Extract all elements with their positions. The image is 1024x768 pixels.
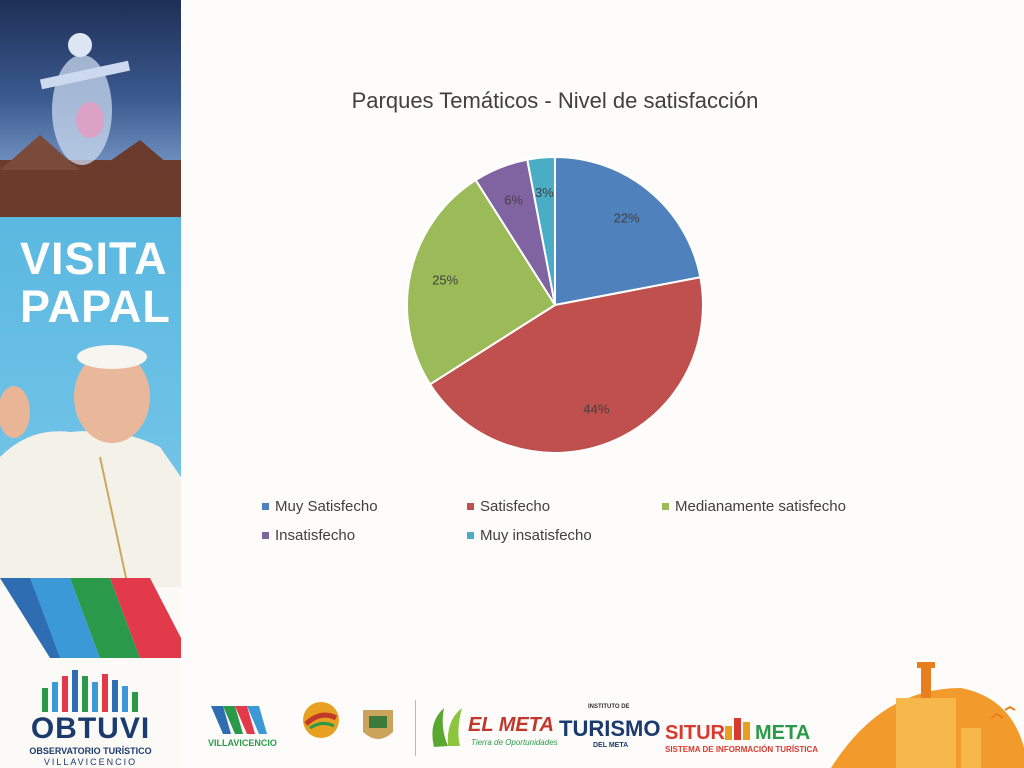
footer-divider — [415, 700, 416, 756]
el-meta-slogan: Tierra de Oportunidades — [471, 738, 558, 747]
situr-bars-icon — [725, 718, 750, 740]
villavicencio-logo-text: VILLAVICENCIO — [208, 738, 277, 748]
data-label-muy-insatisfecho: 3% — [535, 185, 554, 200]
data-label-medianamente-satisfecho: 25% — [432, 272, 458, 287]
obtuvi-name: OBTUVI — [30, 712, 151, 745]
pie-slice-medianamente-satisfecho — [406, 178, 557, 386]
legend-label: Insatisfecho — [275, 527, 356, 544]
instituto-logo — [303, 702, 339, 738]
situr-logo-text: SITUR — [665, 722, 725, 744]
pie-slice-muy-insatisfecho — [526, 155, 556, 306]
legend-label: Muy Satisfecho — [275, 498, 378, 515]
villavicencio-logo — [211, 706, 267, 734]
statue-photo — [0, 0, 181, 217]
legend-label: Muy insatisfecho — [480, 527, 592, 544]
legend-swatch — [467, 532, 474, 539]
legend-item-muy-satisfecho: Muy Satisfecho — [262, 498, 378, 515]
el-meta-emblem-icon — [432, 708, 462, 747]
obtuvi-subtitle: OBSERVATORIO TURÍSTICO — [29, 746, 152, 756]
obtuvi-city: VILLAVICENCIO — [43, 757, 138, 767]
wave-logo — [0, 578, 181, 658]
obtuvi-logo: OBTUVI OBSERVATORIO TURÍSTICO VILLAVICEN… — [0, 662, 181, 768]
data-label-satisfecho: 44% — [583, 402, 609, 417]
legend-item-insatisfecho: Insatisfecho — [262, 527, 355, 544]
el-meta-logo-text: EL META — [468, 714, 554, 736]
banner-title-line1: VISITA — [20, 233, 168, 284]
legend-swatch — [262, 503, 269, 510]
banner-title: VISITA PAPAL — [20, 235, 171, 331]
footer-logos: VILLAVICENCIO EL META Tierra de Oportuni… — [181, 662, 1024, 768]
departamento-meta-shield-icon — [363, 710, 393, 739]
legend-swatch — [662, 503, 669, 510]
sidebar: VISITA PAPAL OBTUVI OBSE — [0, 0, 181, 768]
pie-chart: 22% 44% 25% 6% 3% — [406, 155, 704, 454]
situr-meta-text: META — [755, 722, 811, 744]
chart-title: Parques Temáticos - Nivel de satisfacció… — [351, 88, 759, 113]
turismo-logo-text: TURISMO — [559, 716, 661, 741]
banner-title-line2: PAPAL — [20, 281, 171, 332]
data-label-insatisfecho: 6% — [504, 192, 523, 207]
situr-subtitle: SISTEMA DE INFORMACIÓN TURÍSTICA — [665, 745, 819, 754]
visita-papal-banner: VISITA PAPAL — [0, 217, 181, 587]
turismo-logo-sub: DEL META — [593, 742, 629, 749]
legend-item-satisfecho: Satisfecho — [467, 498, 550, 515]
legend-label: Medianamente satisfecho — [675, 498, 846, 515]
legend-item-muy-insatisfecho: Muy insatisfecho — [467, 527, 592, 544]
pie-slice-satisfecho — [428, 276, 704, 454]
instituto-turismo-top: INSTITUTO DE — [588, 704, 630, 710]
cathedral-illustration — [831, 662, 1024, 768]
pie-slice-muy-satisfecho — [554, 155, 702, 307]
legend-swatch — [262, 532, 269, 539]
legend-label: Satisfecho — [480, 498, 551, 515]
legend-item-medianamente-satisfecho: Medianamente satisfecho — [662, 498, 846, 515]
data-label-muy-satisfecho: 22% — [614, 210, 640, 225]
legend-swatch — [467, 503, 474, 510]
pope-photo — [0, 345, 181, 587]
